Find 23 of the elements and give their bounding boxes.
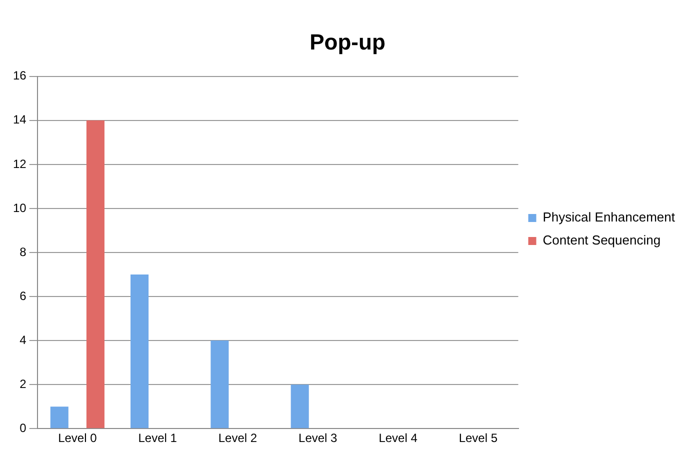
y-tick-label: 2: [20, 376, 27, 391]
chart-title: Pop-up: [310, 29, 386, 54]
bar: [130, 274, 149, 428]
x-tick-label: Level 5: [458, 431, 498, 446]
y-tick-label: 16: [12, 68, 27, 83]
bar: [210, 340, 229, 428]
bar: [50, 406, 68, 428]
y-tick-label: 6: [20, 288, 27, 303]
legend-label: Physical Enhancement: [542, 210, 676, 225]
bar: [86, 120, 104, 428]
x-tick-label: Level 0: [58, 431, 98, 446]
y-tick-label: 12: [12, 156, 27, 171]
x-tick-label: Level 1: [138, 431, 178, 446]
y-tick-label: 0: [20, 420, 27, 435]
y-tick-label: 8: [20, 244, 27, 259]
y-tick-label: 4: [20, 332, 27, 347]
bar: [290, 384, 309, 428]
x-tick-label: Level 3: [298, 431, 338, 446]
y-tick-label: 14: [12, 112, 27, 127]
legend-label: Content Sequencing: [542, 232, 661, 248]
x-tick-label: Level 2: [218, 431, 258, 446]
x-tick-label: Level 4: [378, 431, 418, 446]
y-tick-label: 10: [12, 200, 27, 215]
